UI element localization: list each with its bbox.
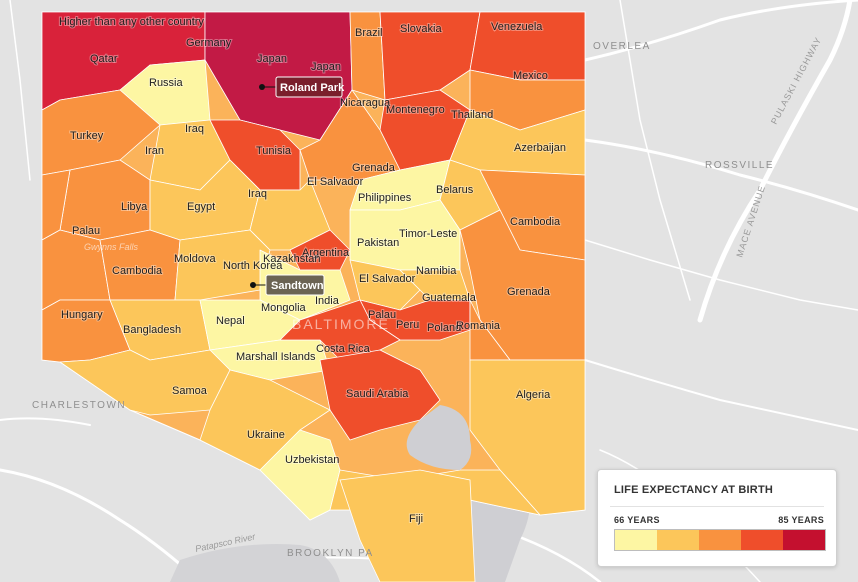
label-bangladesh: Bangladesh [123, 324, 181, 336]
label-libya: Libya [121, 201, 148, 213]
label-india: India [315, 295, 340, 307]
label-belarus: Belarus [436, 184, 474, 196]
label-gwynns-falls: Gwynns Falls [84, 242, 139, 252]
label-baltimore: BALTIMORE [292, 316, 390, 332]
label-timor-leste: Timor-Leste [399, 228, 457, 240]
label-costa-rica: Costa Rica [316, 343, 371, 355]
label-pakistan: Pakistan [357, 237, 399, 249]
label-turkey: Turkey [70, 130, 104, 142]
label-grenada-2: Grenada [507, 286, 551, 298]
label-peru: Peru [396, 319, 419, 331]
label-nepal: Nepal [216, 315, 245, 327]
legend-max-label: 85 YEARS [778, 515, 824, 525]
legend-swatch-2 [657, 530, 699, 550]
neighborhoods [41, 11, 586, 521]
label-nicaragua: Nicaragua [340, 97, 391, 109]
label-venezuela: Venezuela [491, 21, 543, 33]
label-russia: Russia [149, 77, 184, 89]
legend-end-labels: 66 YEARS 85 YEARS [614, 515, 824, 525]
label-kazakhstan: Kazakhstan [263, 253, 320, 265]
label-el-salvador-1: El Salvador [307, 176, 364, 188]
label-moldova: Moldova [174, 253, 216, 265]
label-tunisia: Tunisia [256, 145, 292, 157]
label-thailand: Thailand [451, 109, 493, 121]
label-brazil: Brazil [355, 27, 383, 39]
label-algeria: Algeria [516, 389, 551, 401]
label-mexico: Mexico [513, 70, 548, 82]
river-water [170, 544, 340, 582]
legend-divider [610, 506, 824, 507]
label-charlestown: CHARLESTOWN [32, 400, 126, 411]
label-fiji: Fiji [409, 513, 423, 525]
legend-color-scale [614, 529, 826, 551]
label-germany: Germany [186, 37, 232, 49]
callout-sandtown-label: Sandtown [271, 280, 324, 292]
callout-roland-park-label: Roland Park [280, 82, 345, 94]
label-guatemala: Guatemala [422, 292, 477, 304]
legend-swatch-1 [615, 530, 657, 550]
label-higher-than-any: Higher than any other country [59, 16, 204, 28]
label-iran: Iran [145, 145, 164, 157]
label-romania: Romania [456, 320, 501, 332]
label-saudi-arabia: Saudi Arabia [346, 388, 409, 400]
legend-min-label: 66 YEARS [614, 515, 660, 525]
label-philippines: Philippines [358, 192, 412, 204]
label-marshall-islands: Marshall Islands [236, 351, 316, 363]
label-montenegro: Montenegro [386, 104, 445, 116]
label-poland: Poland [427, 322, 461, 334]
country-labels: Higher than any other country Qatar Germ… [58, 15, 567, 526]
callout-sandtown[interactable]: Sandtown [250, 274, 325, 296]
label-north-korea: North Korea [223, 260, 283, 272]
label-japan-2: Japan [311, 61, 341, 73]
label-azerbaijan: Azerbaijan [514, 142, 566, 154]
label-namibia: Namibia [416, 265, 457, 277]
legend-swatch-3 [699, 530, 741, 550]
legend-title: LIFE EXPECTANCY AT BIRTH [614, 484, 774, 496]
inner-harbor [406, 405, 472, 470]
label-argentina: Argentina [302, 247, 350, 259]
callout-roland-park[interactable]: Roland Park [259, 76, 345, 98]
legend-swatch-5 [783, 530, 825, 550]
callout-roland-park-box [275, 76, 343, 98]
label-cambodia-1: Cambodia [510, 216, 561, 228]
label-palau-1: Palau [72, 225, 100, 237]
label-ukraine: Ukraine [247, 429, 285, 441]
label-mongolia: Mongolia [261, 302, 307, 314]
label-grenada-1: Grenada [352, 162, 396, 174]
label-rossville: ROSSVILLE [705, 160, 774, 171]
label-brooklyn-park: BROOKLYN PA [287, 548, 374, 559]
label-egypt: Egypt [187, 201, 215, 213]
label-overlea: OVERLEA [593, 41, 651, 52]
label-iraq-2: Iraq [248, 188, 267, 200]
label-iraq-1: Iraq [185, 123, 204, 135]
label-palau-2: Palau [368, 309, 396, 321]
legend: LIFE EXPECTANCY AT BIRTH 66 YEARS 85 YEA… [597, 469, 837, 567]
legend-swatch-4 [741, 530, 783, 550]
label-cambodia-2: Cambodia [112, 265, 163, 277]
callout-sandtown-box [265, 274, 325, 296]
label-uzbekistan: Uzbekistan [285, 454, 339, 466]
label-samoa: Samoa [172, 385, 208, 397]
neighborhood-fiji-area [339, 469, 476, 582]
label-el-salvador-2: El Salvador [359, 273, 416, 285]
label-hungary: Hungary [61, 309, 103, 321]
label-japan-1: Japan [257, 53, 287, 65]
label-slovakia: Slovakia [400, 23, 442, 35]
label-qatar: Qatar [90, 53, 118, 65]
